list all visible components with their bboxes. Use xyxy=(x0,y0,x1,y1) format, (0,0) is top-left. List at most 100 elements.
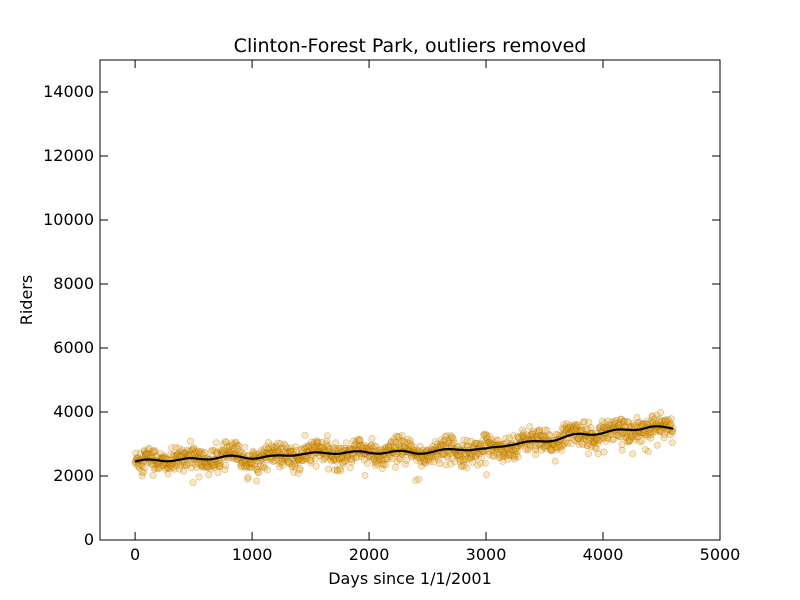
data-point xyxy=(167,450,175,458)
data-point xyxy=(535,427,543,435)
data-point xyxy=(631,430,639,438)
data-point xyxy=(571,420,579,428)
data-point xyxy=(269,457,277,465)
data-point xyxy=(219,448,227,456)
data-point xyxy=(319,456,327,464)
data-point xyxy=(484,439,492,447)
data-point xyxy=(358,452,366,460)
data-point xyxy=(485,432,493,440)
data-point xyxy=(196,449,204,457)
data-point xyxy=(616,418,624,426)
data-point xyxy=(292,459,300,467)
data-point xyxy=(339,454,347,462)
data-point xyxy=(337,444,345,452)
data-point xyxy=(162,465,170,473)
data-point xyxy=(395,441,403,449)
data-point xyxy=(404,435,412,443)
data-point xyxy=(200,450,208,458)
data-point xyxy=(499,448,507,456)
data-point xyxy=(579,441,587,449)
data-point xyxy=(176,461,184,469)
data-point xyxy=(667,415,675,423)
data-point xyxy=(490,452,498,460)
data-point xyxy=(338,459,346,467)
data-point xyxy=(538,433,546,441)
data-point xyxy=(641,420,649,428)
data-point xyxy=(647,428,655,436)
data-point xyxy=(400,438,408,446)
data-point xyxy=(628,432,636,440)
data-point xyxy=(593,436,601,444)
data-point xyxy=(610,435,618,443)
data-point xyxy=(180,450,188,458)
data-point xyxy=(512,445,520,453)
data-point xyxy=(360,456,368,464)
data-point xyxy=(524,445,532,453)
data-point xyxy=(440,450,448,458)
data-point xyxy=(591,443,599,451)
data-point xyxy=(208,462,216,470)
data-point xyxy=(438,439,446,447)
data-point xyxy=(183,461,191,469)
data-point xyxy=(514,453,522,461)
data-point xyxy=(148,448,156,456)
data-point xyxy=(304,444,312,452)
data-point xyxy=(426,457,434,465)
data-point xyxy=(216,459,224,467)
data-point xyxy=(352,454,360,462)
data-point xyxy=(273,444,281,452)
data-point xyxy=(534,428,542,436)
data-point xyxy=(460,457,468,465)
data-point xyxy=(309,440,317,448)
data-point xyxy=(477,459,485,467)
data-point xyxy=(144,446,152,454)
data-point xyxy=(448,439,456,447)
data-point xyxy=(355,441,363,449)
data-point xyxy=(182,462,190,470)
data-point xyxy=(363,459,371,467)
data-point xyxy=(251,462,259,470)
data-point xyxy=(435,456,443,464)
data-point xyxy=(505,451,513,459)
data-point xyxy=(504,455,512,463)
data-point xyxy=(660,430,668,438)
data-point xyxy=(587,424,595,432)
x-tick-label: 4000 xyxy=(583,545,624,564)
data-point xyxy=(187,437,195,445)
data-point xyxy=(489,449,497,457)
data-point xyxy=(604,417,612,425)
data-point xyxy=(563,420,571,428)
data-point xyxy=(243,461,251,469)
data-point xyxy=(397,439,405,447)
data-point xyxy=(615,433,623,441)
data-point xyxy=(240,458,248,466)
data-point xyxy=(421,455,429,463)
data-point xyxy=(329,444,337,452)
trend-line xyxy=(134,425,674,463)
data-point xyxy=(355,437,363,445)
data-point xyxy=(467,453,475,461)
data-point xyxy=(167,462,175,470)
data-point xyxy=(415,454,423,462)
data-point xyxy=(548,444,556,452)
data-point xyxy=(142,451,150,459)
data-point xyxy=(382,461,390,469)
data-point xyxy=(275,456,283,464)
data-point xyxy=(151,464,159,472)
data-point xyxy=(537,446,545,454)
data-point xyxy=(589,438,597,446)
data-point xyxy=(330,456,338,464)
data-point xyxy=(248,460,256,468)
data-point xyxy=(624,418,632,426)
data-point xyxy=(194,459,202,467)
data-point xyxy=(221,448,229,456)
data-point xyxy=(482,471,490,479)
data-point xyxy=(168,444,176,452)
data-point xyxy=(322,440,330,448)
data-point xyxy=(156,464,164,472)
data-point xyxy=(636,438,644,446)
data-point xyxy=(244,473,252,481)
data-point xyxy=(460,436,468,444)
data-point xyxy=(352,438,360,446)
